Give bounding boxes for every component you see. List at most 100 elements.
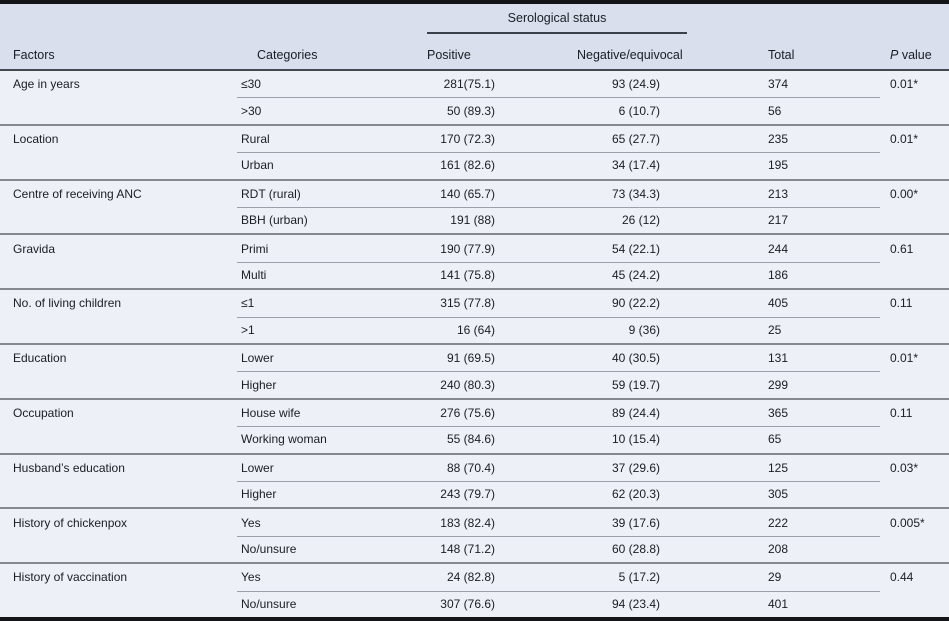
factor-group: Occupation House wife 276 (75.6) 89 (24.4) 3… xyxy=(0,400,949,455)
pvalue-cell: 0.01* xyxy=(890,351,919,366)
positive-cell: 307 (76.6) xyxy=(440,596,495,611)
intra-group-divider-rule xyxy=(237,316,880,318)
pvalue-cell: 0.61 xyxy=(890,241,914,256)
total-cell: 244 xyxy=(768,241,789,256)
factor-cell: Location xyxy=(13,132,59,146)
factor-group: Education Lower 91 (69.5) 40 (30.5) 131 0.01*… xyxy=(0,345,949,400)
total-cell: 405 xyxy=(768,296,789,311)
table-row: No/unsure 307 (76.6) 94 (23.4) 401 xyxy=(0,591,949,617)
category-cell: Multi xyxy=(241,268,267,282)
positive-cell: 91 (69.5) xyxy=(446,351,495,366)
category-cell: RDT (rural) xyxy=(241,186,301,201)
column-header-categories: Categories xyxy=(257,48,318,62)
total-cell: 217 xyxy=(768,213,789,228)
pvalue-cell: 0.11 xyxy=(890,405,913,420)
negative-cell: 10 (15.4) xyxy=(611,432,660,447)
negative-cell: 94 (23.4) xyxy=(611,596,660,611)
category-cell: Higher xyxy=(241,377,277,392)
positive-cell: 24 (82.8) xyxy=(446,570,495,585)
negative-cell: 90 (22.2) xyxy=(611,296,660,311)
factor-cell: Centre of receiving ANC xyxy=(13,186,142,201)
positive-cell: 276 (75.6) xyxy=(440,405,495,420)
total-cell: 125 xyxy=(768,460,789,475)
table-row: Husband’s education Lower 88 (70.4) 37 (29.… xyxy=(0,455,949,481)
pvalue-cell: 0.44 xyxy=(890,570,914,585)
category-cell: Urban xyxy=(241,158,274,173)
table-row: No. of living children ≤1 315 (77.8) 90 (22… xyxy=(0,290,949,316)
positive-cell: 243 (79.7) xyxy=(440,487,495,502)
table-row: History of vaccination Yes 24 (82.8) 5 (17.… xyxy=(0,564,949,590)
positive-cell: 55 (84.6) xyxy=(446,432,495,447)
table-row: Centre of receiving ANC RDT (rural) 140 (6… xyxy=(0,181,949,207)
pvalue-cell: 0.005* xyxy=(890,515,925,530)
category-cell: >1 xyxy=(241,322,255,337)
column-header-positive: Positive xyxy=(427,48,471,62)
factor-group: Gravida Primi 190 (77.9) 54 (22.1) 244 0.61 Mu… xyxy=(0,235,949,291)
positive-cell: 191 (88) xyxy=(450,213,495,228)
total-cell: 401 xyxy=(768,596,789,611)
factor-cell: Age in years xyxy=(13,77,80,92)
negative-cell: 5 (17.2) xyxy=(618,570,660,585)
positive-cell: 161 (82.6) xyxy=(440,158,495,173)
total-cell: 25 xyxy=(768,322,782,337)
factor-group: No. of living children ≤1 315 (77.8) 90 (22… xyxy=(0,290,949,345)
factor-cell: Education xyxy=(13,351,67,366)
table-row: Education Lower 91 (69.5) 40 (30.5) 131 0.01* xyxy=(0,345,949,371)
total-cell: 365 xyxy=(768,405,789,420)
factor-group: History of chickenpox Yes 183 (82.4) 39 (17… xyxy=(0,509,949,565)
table-row: Urban 161 (82.6) 34 (17.4) 195 xyxy=(0,152,949,178)
pvalue-cell: 0.00* xyxy=(890,186,919,201)
category-cell: ≤30 xyxy=(241,77,261,92)
category-cell: No/unsure xyxy=(241,596,297,611)
category-cell: Yes xyxy=(241,570,261,585)
negative-cell: 37 (29.6) xyxy=(611,460,660,475)
positive-cell: 16 (64) xyxy=(456,322,495,337)
factor-cell: Husband’s education xyxy=(13,460,125,475)
negative-cell: 26 (12) xyxy=(621,213,660,228)
intra-group-divider-rule xyxy=(237,426,880,428)
intra-group-divider-rule xyxy=(237,371,880,373)
negative-cell: 73 (34.3) xyxy=(611,186,660,201)
column-header-total: Total xyxy=(768,48,795,62)
table-bottom-rule xyxy=(0,617,949,621)
factor-group: Husband’s education Lower 88 (70.4) 37 (29.… xyxy=(0,455,949,510)
total-cell: 131 xyxy=(768,351,789,366)
positive-cell: 148 (71.2) xyxy=(440,541,495,556)
column-header-p-value: P value xyxy=(890,48,932,62)
negative-cell: 39 (17.6) xyxy=(611,515,660,530)
factor-group: Age in years ≤30 281(75.1) 93 (24.9) 374 0.01… xyxy=(0,71,949,126)
total-cell: 222 xyxy=(768,515,789,530)
intra-group-divider-rule xyxy=(237,206,880,208)
serological-status-spanner-label: Serological status xyxy=(507,11,607,25)
total-cell: 235 xyxy=(768,132,789,146)
category-cell: Lower xyxy=(241,351,274,366)
intra-group-divider-rule xyxy=(237,152,880,154)
table-row: Location Rural 170 (72.3) 65 (27.7) 235 0.01* xyxy=(0,126,949,152)
positive-cell: 190 (77.9) xyxy=(440,241,495,256)
negative-cell: 60 (28.8) xyxy=(611,541,660,556)
table-body: Age in years ≤30 281(75.1) 93 (24.9) 374 0.01… xyxy=(0,71,949,617)
factor-group: History of vaccination Yes 24 (82.8) 5 (17.… xyxy=(0,564,949,617)
positive-cell: 140 (65.7) xyxy=(440,186,495,201)
column-header-factors: Factors xyxy=(13,48,55,62)
total-cell: 299 xyxy=(768,377,789,392)
factor-cell: History of chickenpox xyxy=(13,515,128,530)
positive-cell: 50 (89.3) xyxy=(446,103,495,118)
positive-cell: 240 (80.3) xyxy=(440,377,495,392)
header-divider-rule xyxy=(0,69,949,71)
total-cell: 29 xyxy=(768,570,782,585)
table-row: Occupation House wife 276 (75.6) 89 (24.4) 3… xyxy=(0,400,949,426)
table-row: Gravida Primi 190 (77.9) 54 (22.1) 244 0.61 xyxy=(0,235,949,261)
negative-cell: 62 (20.3) xyxy=(611,487,660,502)
factor-cell: Occupation xyxy=(13,405,74,420)
positive-cell: 88 (70.4) xyxy=(446,460,495,475)
category-cell: House wife xyxy=(241,405,301,420)
pvalue-cell: 0.11 xyxy=(890,296,913,311)
category-cell: Higher xyxy=(241,487,277,502)
total-cell: 56 xyxy=(768,103,782,118)
category-cell: Rural xyxy=(241,132,270,146)
category-cell: No/unsure xyxy=(241,541,297,556)
negative-cell: 40 (30.5) xyxy=(611,351,660,366)
total-cell: 374 xyxy=(768,77,789,92)
positive-cell: 141 (75.8) xyxy=(440,268,495,282)
